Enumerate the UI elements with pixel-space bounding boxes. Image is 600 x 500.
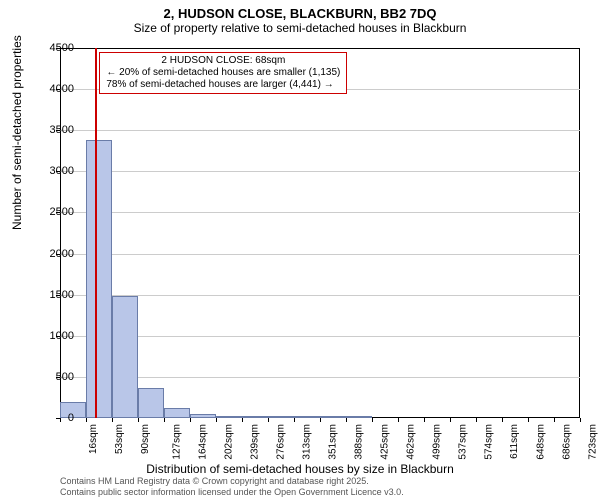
y-tick-label: 1000 xyxy=(24,330,74,342)
x-tick-mark xyxy=(320,418,321,422)
x-tick-mark xyxy=(450,418,451,422)
histogram-bar xyxy=(86,140,112,418)
x-tick-mark xyxy=(554,418,555,422)
histogram-bar xyxy=(216,416,242,418)
x-tick-mark xyxy=(528,418,529,422)
histogram-bar xyxy=(164,408,190,418)
grid-line xyxy=(60,171,580,172)
x-tick-mark xyxy=(242,418,243,422)
x-tick-label: 574sqm xyxy=(484,424,495,460)
plot-background xyxy=(60,48,580,418)
histogram-bar xyxy=(268,416,294,418)
y-tick-label: 4000 xyxy=(24,83,74,95)
x-tick-mark xyxy=(580,418,581,422)
histogram-bar xyxy=(346,416,372,418)
grid-line xyxy=(60,295,580,296)
y-tick-label: 3000 xyxy=(24,165,74,177)
histogram-bar xyxy=(320,416,346,418)
y-tick-label: 0 xyxy=(24,412,74,424)
x-tick-label: 499sqm xyxy=(432,424,443,460)
y-tick-label: 4500 xyxy=(24,42,74,54)
x-tick-label: 239sqm xyxy=(250,424,261,460)
x-tick-label: 537sqm xyxy=(458,424,469,460)
x-tick-mark xyxy=(502,418,503,422)
grid-line xyxy=(60,377,580,378)
x-tick-label: 53sqm xyxy=(114,424,125,454)
x-tick-label: 313sqm xyxy=(302,424,313,460)
x-tick-label: 16sqm xyxy=(88,424,99,454)
histogram-bar xyxy=(138,388,164,418)
x-tick-mark xyxy=(476,418,477,422)
x-tick-label: 164sqm xyxy=(198,424,209,460)
x-tick-mark xyxy=(424,418,425,422)
y-tick-label: 2000 xyxy=(24,248,74,260)
y-tick-label: 1500 xyxy=(24,289,74,301)
y-tick-label: 500 xyxy=(24,371,74,383)
annotation-line: ← 20% of semi-detached houses are smalle… xyxy=(106,67,340,79)
histogram-bar xyxy=(190,414,216,418)
x-tick-mark xyxy=(138,418,139,422)
x-tick-mark xyxy=(372,418,373,422)
page-subtitle: Size of property relative to semi-detach… xyxy=(0,21,600,39)
histogram-bar xyxy=(112,296,138,418)
histogram-bar xyxy=(294,416,320,418)
footer-line: Contains public sector information licen… xyxy=(60,487,404,498)
grid-line xyxy=(60,336,580,337)
x-tick-label: 686sqm xyxy=(562,424,573,460)
x-tick-label: 723sqm xyxy=(588,424,599,460)
x-tick-label: 90sqm xyxy=(140,424,151,454)
x-tick-mark xyxy=(86,418,87,422)
y-axis-label: Number of semi-detached properties xyxy=(10,35,24,230)
x-tick-label: 648sqm xyxy=(536,424,547,460)
annotation-line: 2 HUDSON CLOSE: 68sqm xyxy=(106,55,340,67)
x-tick-label: 462sqm xyxy=(406,424,417,460)
x-tick-mark xyxy=(164,418,165,422)
y-tick-label: 3500 xyxy=(24,124,74,136)
x-tick-label: 276sqm xyxy=(276,424,287,460)
reference-line xyxy=(95,48,97,418)
x-tick-mark xyxy=(112,418,113,422)
x-tick-mark xyxy=(190,418,191,422)
page-title: 2, HUDSON CLOSE, BLACKBURN, BB2 7DQ xyxy=(0,0,600,21)
annotation-line: 78% of semi-detached houses are larger (… xyxy=(106,79,340,91)
grid-line xyxy=(60,212,580,213)
x-tick-label: 127sqm xyxy=(172,424,183,460)
x-tick-mark xyxy=(294,418,295,422)
x-tick-mark xyxy=(346,418,347,422)
annotation-box: 2 HUDSON CLOSE: 68sqm ← 20% of semi-deta… xyxy=(99,52,347,94)
y-tick-label: 2500 xyxy=(24,206,74,218)
footer-attribution: Contains HM Land Registry data © Crown c… xyxy=(60,476,404,498)
x-tick-mark xyxy=(398,418,399,422)
x-tick-label: 351sqm xyxy=(328,424,339,460)
x-tick-label: 202sqm xyxy=(224,424,235,460)
grid-line xyxy=(60,130,580,131)
x-tick-mark xyxy=(216,418,217,422)
x-tick-label: 611sqm xyxy=(509,424,520,459)
x-tick-mark xyxy=(268,418,269,422)
grid-line xyxy=(60,254,580,255)
x-tick-label: 425sqm xyxy=(380,424,391,460)
x-axis-label: Distribution of semi-detached houses by … xyxy=(0,462,600,476)
chart-plot-area: 2 HUDSON CLOSE: 68sqm ← 20% of semi-deta… xyxy=(60,48,580,418)
footer-line: Contains HM Land Registry data © Crown c… xyxy=(60,476,404,487)
histogram-bar xyxy=(242,416,268,418)
x-tick-label: 388sqm xyxy=(354,424,365,460)
